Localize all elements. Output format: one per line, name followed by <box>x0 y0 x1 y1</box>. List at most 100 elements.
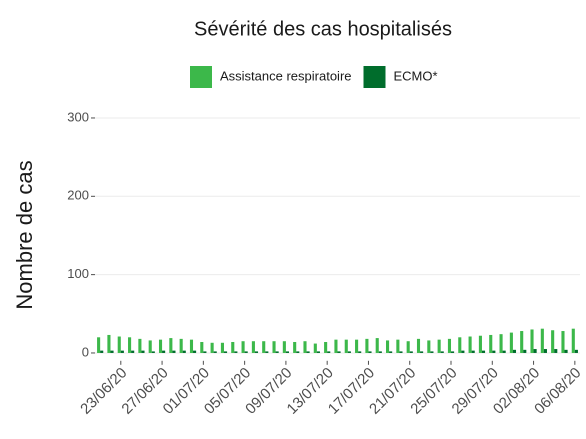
bar <box>368 351 372 353</box>
bar <box>478 335 482 353</box>
bar <box>396 339 400 353</box>
bar <box>406 341 410 353</box>
bar <box>492 350 496 353</box>
bar <box>378 351 382 353</box>
bar <box>97 337 101 353</box>
legend-label: Assistance respiratoire <box>220 68 352 83</box>
bar <box>193 350 197 353</box>
bar <box>451 351 455 353</box>
bar <box>344 339 348 353</box>
bar <box>282 341 286 353</box>
bar <box>169 338 173 353</box>
bar <box>316 351 320 353</box>
bar <box>151 351 155 353</box>
bar <box>375 338 379 353</box>
bar <box>420 351 424 353</box>
bar <box>303 341 307 353</box>
bar <box>533 349 537 353</box>
bar <box>241 341 245 353</box>
bar <box>389 351 393 353</box>
bar <box>499 334 503 353</box>
bar <box>409 351 413 353</box>
bar <box>200 342 204 353</box>
bar <box>509 332 513 353</box>
bar <box>471 350 475 353</box>
bar <box>543 349 547 353</box>
bar <box>120 350 124 353</box>
bar <box>117 336 121 353</box>
legend-swatch <box>363 66 386 88</box>
bar <box>158 339 163 353</box>
bar <box>574 349 578 353</box>
bar <box>468 336 472 353</box>
bar <box>107 334 111 353</box>
bar <box>210 342 214 353</box>
bar <box>100 350 104 353</box>
bar <box>564 349 568 353</box>
bar <box>416 338 421 353</box>
bar <box>571 328 575 353</box>
bar <box>110 350 114 353</box>
bar <box>296 351 300 353</box>
bar <box>523 349 527 353</box>
bar <box>223 351 228 353</box>
bar <box>275 351 279 353</box>
bar <box>427 340 431 353</box>
bar <box>337 351 341 353</box>
bar <box>182 350 186 353</box>
bar <box>520 331 524 353</box>
bar <box>162 350 166 353</box>
bar <box>430 351 434 353</box>
bar <box>554 349 558 353</box>
bar <box>447 338 452 353</box>
bar <box>272 341 276 353</box>
bar <box>440 351 444 353</box>
bar <box>141 350 145 353</box>
chart-title: Sévérité des cas hospitalisés <box>194 18 452 40</box>
bar <box>262 341 266 353</box>
bar <box>327 351 331 353</box>
bar <box>461 350 465 353</box>
bar <box>365 338 369 353</box>
bar <box>313 343 317 353</box>
y-tick-label: 100 <box>67 266 89 281</box>
bar <box>358 351 362 353</box>
bar <box>530 329 534 353</box>
bar <box>561 331 565 353</box>
bar <box>213 351 217 353</box>
bar <box>386 340 390 353</box>
bar <box>399 351 403 353</box>
y-tick-label: 0 <box>82 344 89 359</box>
bar <box>131 350 135 353</box>
bar <box>512 349 517 353</box>
bar <box>481 350 486 353</box>
legend-swatch <box>190 66 212 88</box>
bar <box>285 351 289 353</box>
bar <box>234 351 238 353</box>
bar <box>128 337 132 353</box>
bar <box>265 351 269 353</box>
legend-label: ECMO* <box>394 68 438 83</box>
bar <box>179 338 183 353</box>
bar <box>502 350 506 353</box>
bar <box>254 351 259 353</box>
bar <box>148 340 152 353</box>
bar <box>189 339 194 353</box>
bar <box>231 342 235 353</box>
bar <box>489 334 493 353</box>
bar <box>220 342 224 353</box>
bar <box>355 339 359 353</box>
y-tick-label: 300 <box>67 109 89 124</box>
bar <box>551 330 555 353</box>
bar <box>203 351 207 353</box>
bar <box>437 339 441 353</box>
y-axis-label: Nombre de cas <box>12 160 37 309</box>
bar <box>138 338 142 353</box>
bar <box>306 351 310 353</box>
bar <box>458 337 462 353</box>
y-tick-label: 200 <box>67 188 89 203</box>
bar <box>251 341 255 353</box>
bar <box>540 328 544 353</box>
bar <box>244 351 248 353</box>
